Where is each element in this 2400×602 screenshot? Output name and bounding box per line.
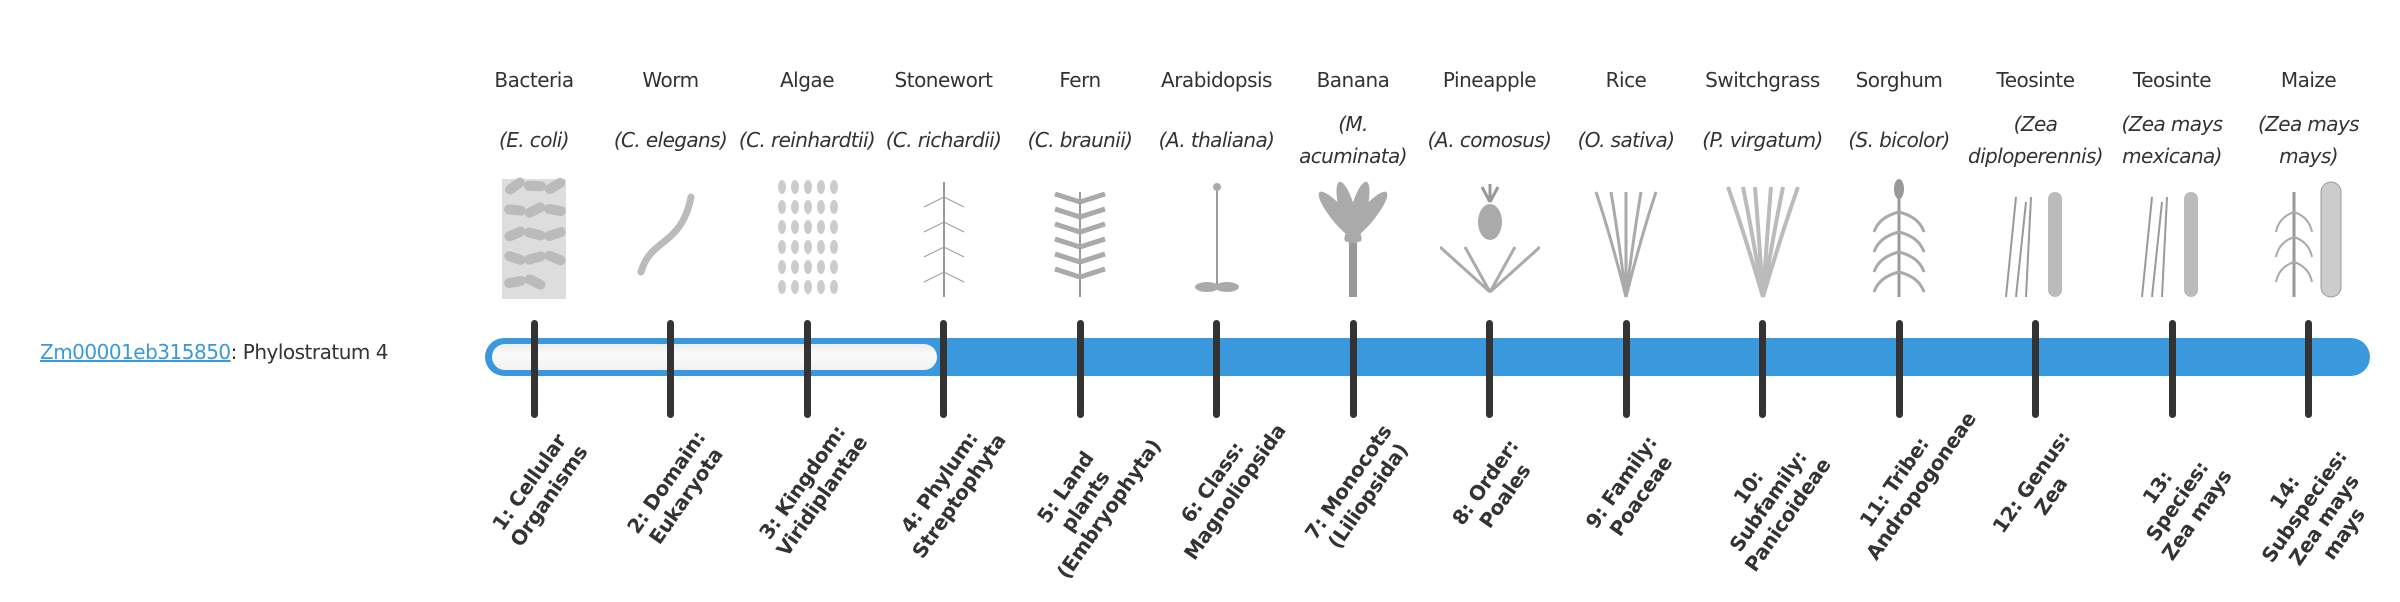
stratum-label-text: 9: Family: Poaceae — [1580, 431, 1678, 541]
organism-scientific-name: (C. richardii) — [885, 128, 1002, 152]
organism-scientific-name: (A. comosus) — [1427, 128, 1552, 152]
sorghum-illustration — [1849, 177, 1949, 301]
organism-common-name: Banana — [1316, 68, 1390, 92]
organism-scientific-name: (A. thaliana) — [1158, 128, 1275, 152]
organism-scientific-name: (Zea diploperennis) — [1968, 112, 2104, 168]
stratum-tick — [1759, 320, 1766, 418]
stratum-tick — [667, 320, 674, 418]
stratum-label-text: 4: Phylum: Streptophyta — [895, 427, 1011, 563]
worm-illustration — [621, 177, 721, 301]
phylostratum-text: : Phylostratum 4 — [230, 340, 389, 364]
stratum-tick — [1895, 320, 1903, 418]
maize-illustration — [2259, 177, 2359, 301]
stratum-label-text: 11: Tribe: Andropogoneae — [1854, 407, 1981, 565]
organism-scientific-name: (O. sativa) — [1577, 128, 1675, 152]
stratum-label-text: 12: Genus: Zea — [1986, 426, 2075, 538]
stratum-tick — [1213, 320, 1220, 418]
organism-scientific-name: (S. bicolor) — [1848, 128, 1950, 152]
organism-common-name: Maize — [2280, 68, 2337, 92]
stratum-label-text: 1: Cellular Organisms — [487, 429, 593, 551]
organism-common-name: Algae — [780, 68, 835, 92]
organism-scientific-name: (C. reinhardtii) — [738, 128, 876, 152]
organism-scientific-name: (C. braunii) — [1027, 128, 1133, 152]
stratum-tick — [1486, 320, 1493, 418]
stratum-label-text: 14: Subspecies: Zea mays mays — [2256, 445, 2370, 570]
organism-common-name: Worm — [642, 68, 699, 92]
organism-common-name: Pineapple — [1442, 68, 1537, 92]
bacteria-illustration — [484, 177, 584, 301]
pineapple-illustration — [1438, 177, 1541, 301]
stratum-tick — [2032, 320, 2039, 418]
stratum-label-text: 8: Order: Poales — [1446, 434, 1535, 533]
rice-illustration — [1576, 177, 1676, 301]
organism-scientific-name: (C. elegans) — [613, 128, 728, 152]
stratum-tick — [2305, 320, 2312, 418]
stratum-tick — [1622, 320, 1630, 418]
organism-scientific-name: (Zea mays mays) — [2257, 112, 2360, 168]
stratum-tick — [1349, 320, 1357, 418]
stonewort-illustration — [894, 177, 994, 301]
organism-common-name: Teosinte — [1996, 68, 2075, 92]
organism-common-name: Rice — [1605, 68, 1647, 92]
fern-illustration — [1030, 177, 1130, 301]
banana-illustration — [1303, 177, 1403, 301]
algae-illustration — [757, 177, 857, 301]
organism-common-name: Teosinte — [2132, 68, 2212, 92]
stratum-label-text: 3: Kingdom: Viridiplantae — [754, 420, 873, 561]
stratum-tick — [803, 320, 811, 418]
switchgrass-illustration — [1713, 177, 1813, 301]
gene-label: Zm00001eb315850: Phylostratum 4 — [40, 340, 388, 364]
organism-common-name: Fern — [1059, 68, 1101, 92]
stratum-tick — [2168, 320, 2176, 418]
organism-scientific-name: (Zea mays mexicana) — [2121, 112, 2223, 168]
teosinte-illustration — [1986, 177, 2086, 301]
organism-scientific-name: (P. virgatum) — [1702, 128, 1823, 152]
stratum-tick — [940, 320, 947, 418]
stratum-tick — [1076, 320, 1084, 418]
phylostratum-bar-empty — [492, 344, 937, 370]
stratum-label-text: 2: Domain: Eukaryota — [621, 426, 728, 549]
stratum-label-text: 5: Land plants (Embryophyta) — [1032, 434, 1166, 584]
teosinte-illustration — [2122, 177, 2222, 301]
organism-common-name: Switchgrass — [1705, 68, 1820, 92]
organism-common-name: Sorghum — [1855, 68, 1943, 92]
gene-id-link[interactable]: Zm00001eb315850 — [40, 340, 231, 364]
stratum-tick — [530, 320, 538, 418]
organism-common-name: Stonewort — [894, 68, 993, 92]
organism-common-name: Arabidopsis — [1161, 68, 1272, 92]
arabidopsis-illustration — [1167, 177, 1267, 301]
organism-scientific-name: (M. acuminata) — [1299, 112, 1407, 168]
phylostratum-bar — [485, 338, 2370, 376]
stratum-label-text: 7: Monocots (Liliopsida) — [1299, 420, 1413, 553]
organism-scientific-name: (E. coli) — [499, 128, 570, 152]
stratum-label-text: 10: Subfamily: Panicoideae — [1723, 445, 1836, 577]
stratum-label-text: 6: Class: Magnoliopsida — [1175, 419, 1290, 565]
stratum-label-text: 13: Species: Zea mays — [2137, 456, 2237, 565]
organism-common-name: Bacteria — [494, 68, 574, 92]
